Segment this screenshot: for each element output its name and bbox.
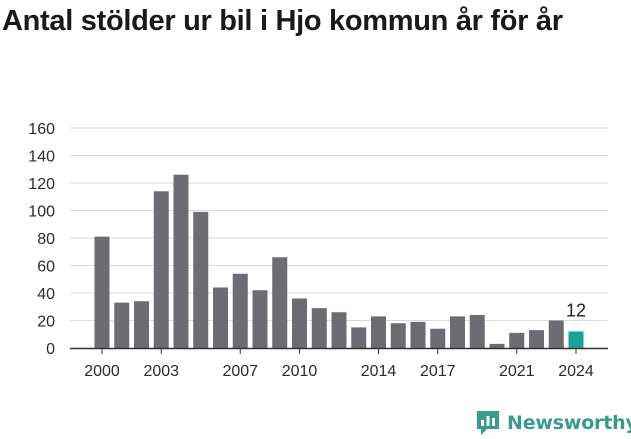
x-tick-label: 2017 [420, 363, 456, 380]
x-tick-label: 2024 [558, 363, 594, 380]
bar-2023 [548, 320, 564, 348]
bar-2008 [252, 290, 268, 348]
y-tick-label: 80 [37, 231, 55, 248]
bar-2007 [232, 273, 248, 348]
y-tick-label: 100 [28, 204, 55, 221]
bar-2001 [114, 302, 130, 348]
y-tick-label: 160 [28, 121, 55, 138]
bar-2005 [193, 211, 209, 348]
y-tick-label: 140 [28, 149, 55, 166]
bar-2020 [489, 343, 505, 348]
data-labels: 12 [566, 301, 586, 321]
y-tick-label: 60 [37, 259, 55, 276]
bar-2000 [94, 236, 110, 348]
bar-2002 [134, 301, 149, 348]
bar-2022 [529, 330, 544, 348]
x-tick-label: 2014 [361, 363, 397, 380]
data-label-2024: 12 [566, 301, 586, 321]
bar-2021 [509, 332, 525, 348]
x-tick-label: 2021 [499, 363, 535, 380]
bar-2003 [153, 191, 169, 348]
newsworthy-logo: Newsworthy [475, 408, 631, 438]
x-tick-label: 2007 [222, 363, 258, 380]
x-axis-tick-labels: 2000 2003 2007 2010 2014 2017 2021 2024 [84, 348, 594, 380]
bar-2014 [371, 316, 386, 348]
bar-2016 [410, 321, 426, 348]
x-tick-label: 2003 [143, 363, 179, 380]
x-tick-label: 2010 [282, 363, 318, 380]
bar-2013 [351, 327, 367, 348]
y-tick-label: 20 [37, 314, 55, 331]
bar-2017 [430, 328, 446, 348]
bar-2015 [390, 323, 406, 348]
bar-2019 [469, 315, 485, 348]
bar-2009 [272, 257, 288, 348]
newsworthy-logo-icon [477, 411, 499, 435]
bar-2006 [213, 287, 228, 348]
chart-title: Antal stölder ur bil i Hjo kommun år för… [2, 5, 563, 37]
bars [94, 174, 584, 348]
bar-2018 [450, 316, 465, 348]
y-axis-tick-labels: 0 20 40 60 80 100 120 140 160 [28, 121, 55, 358]
y-tick-label: 120 [28, 176, 55, 193]
bar-2012 [331, 312, 347, 348]
x-tick-label: 2000 [84, 363, 120, 380]
bar-2024 [568, 331, 584, 348]
bar-2011 [311, 308, 327, 348]
bar-2010 [292, 298, 307, 348]
y-tick-label: 40 [37, 286, 55, 303]
bar-2004 [173, 174, 189, 348]
y-tick-label: 0 [46, 341, 55, 358]
gridlines [70, 127, 608, 321]
brand-name: Newsworthy [507, 412, 631, 434]
